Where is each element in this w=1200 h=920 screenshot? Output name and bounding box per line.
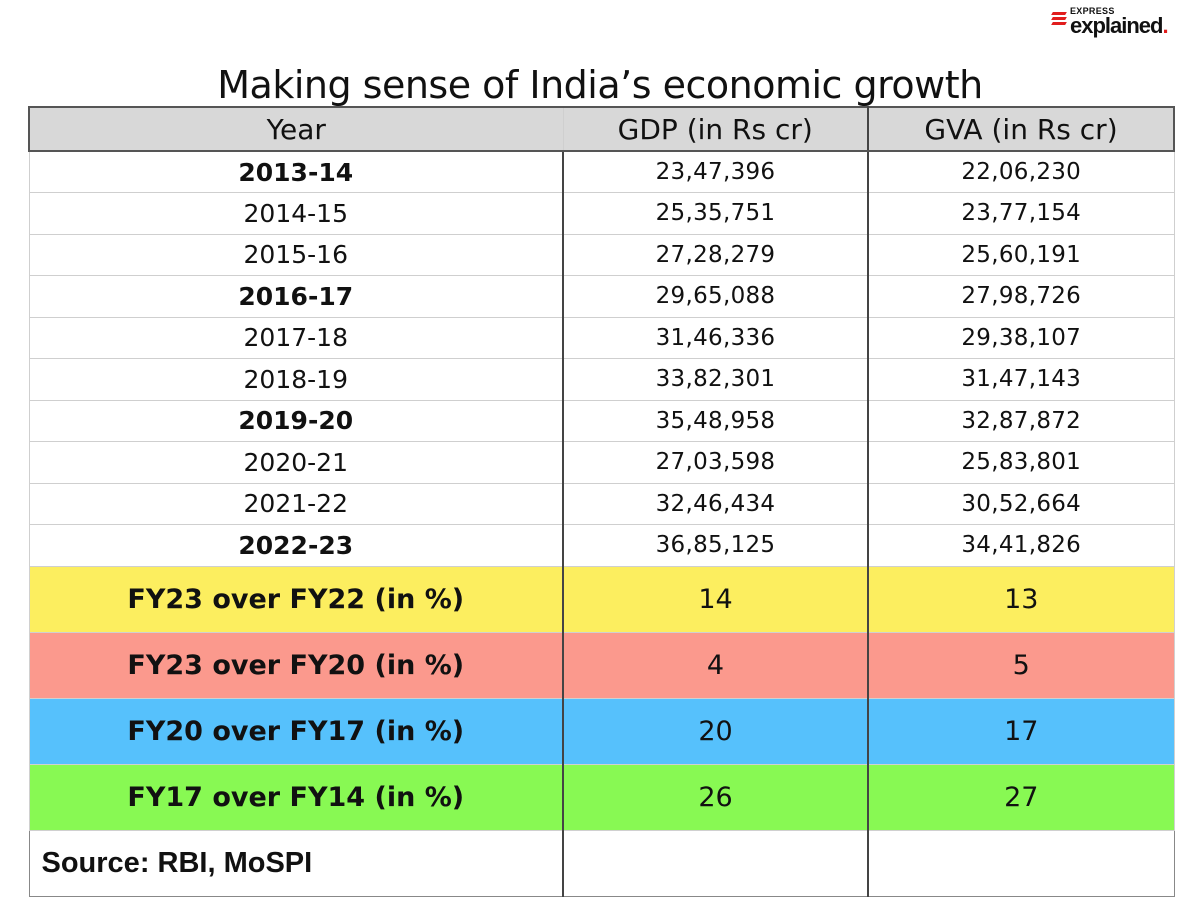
year-cell: 2021-22 bbox=[28, 482, 564, 525]
year-cell: 2019-20 bbox=[28, 399, 564, 442]
gdp-cell: 27,03,598 bbox=[562, 441, 869, 484]
year-cell: 2017-18 bbox=[28, 316, 564, 359]
table-row: 2021-22 32,46,434 30,52,664 bbox=[28, 482, 1175, 525]
express-logo-icon bbox=[1051, 12, 1067, 26]
table-row: 2014-15 25,35,751 23,77,154 bbox=[28, 192, 1175, 235]
gdp-cell: 36,85,125 bbox=[562, 524, 869, 567]
table-header-row: Year GDP (in Rs cr) GVA (in Rs cr) bbox=[28, 106, 1175, 152]
year-cell: 2016-17 bbox=[28, 275, 564, 318]
growth-row: FY23 over FY20 (in %) 4 5 bbox=[28, 631, 1175, 699]
growth-label: FY23 over FY22 (in %) bbox=[28, 565, 564, 633]
growth-label: FY23 over FY20 (in %) bbox=[28, 631, 564, 699]
growth-gdp: 4 bbox=[562, 631, 869, 699]
header-gdp: GDP (in Rs cr) bbox=[562, 106, 869, 152]
year-cell: 2014-15 bbox=[28, 192, 564, 235]
growth-row: FY20 over FY17 (in %) 20 17 bbox=[28, 697, 1175, 765]
gdp-cell: 31,46,336 bbox=[562, 316, 869, 359]
page-title: Making sense of India’s economic growth bbox=[217, 63, 983, 108]
table-row: 2017-18 31,46,336 29,38,107 bbox=[28, 316, 1175, 359]
gdp-cell: 32,46,434 bbox=[562, 482, 869, 525]
table-row: 2022-23 36,85,125 34,41,826 bbox=[28, 524, 1175, 567]
table-row: 2018-19 33,82,301 31,47,143 bbox=[28, 358, 1175, 401]
growth-label: FY17 over FY14 (in %) bbox=[28, 763, 564, 831]
empty-cell bbox=[562, 829, 869, 897]
growth-gva: 17 bbox=[867, 697, 1175, 765]
growth-table: Year GDP (in Rs cr) GVA (in Rs cr) 2013-… bbox=[28, 106, 1175, 897]
gdp-cell: 27,28,279 bbox=[562, 233, 869, 276]
empty-cell bbox=[867, 829, 1175, 897]
gva-cell: 25,60,191 bbox=[867, 233, 1175, 276]
gdp-cell: 25,35,751 bbox=[562, 192, 869, 235]
gva-cell: 25,83,801 bbox=[867, 441, 1175, 484]
table-row: 2013-14 23,47,396 22,06,230 bbox=[28, 150, 1175, 193]
growth-gva: 13 bbox=[867, 565, 1175, 633]
header-gva: GVA (in Rs cr) bbox=[867, 106, 1175, 152]
table-row: 2019-20 35,48,958 32,87,872 bbox=[28, 399, 1175, 442]
source-row: Source: RBI, MoSPI bbox=[28, 829, 1175, 897]
gdp-cell: 23,47,396 bbox=[562, 150, 869, 193]
growth-row: FY23 over FY22 (in %) 14 13 bbox=[28, 565, 1175, 633]
year-cell: 2022-23 bbox=[28, 524, 564, 567]
source-note: Source: RBI, MoSPI bbox=[28, 829, 564, 897]
growth-gva: 5 bbox=[867, 631, 1175, 699]
gva-cell: 23,77,154 bbox=[867, 192, 1175, 235]
brand-big: explained. bbox=[1070, 13, 1169, 38]
gva-cell: 34,41,826 bbox=[867, 524, 1175, 567]
growth-gva: 27 bbox=[867, 763, 1175, 831]
growth-gdp: 26 bbox=[562, 763, 869, 831]
growth-gdp: 20 bbox=[562, 697, 869, 765]
gva-cell: 32,87,872 bbox=[867, 399, 1175, 442]
gva-cell: 27,98,726 bbox=[867, 275, 1175, 318]
year-cell: 2018-19 bbox=[28, 358, 564, 401]
header-year: Year bbox=[28, 106, 564, 152]
brand-small: EXPRESS bbox=[1070, 6, 1115, 16]
year-cell: 2015-16 bbox=[28, 233, 564, 276]
table-row: 2015-16 27,28,279 25,60,191 bbox=[28, 233, 1175, 276]
gdp-cell: 29,65,088 bbox=[562, 275, 869, 318]
growth-gdp: 14 bbox=[562, 565, 869, 633]
year-cell: 2013-14 bbox=[28, 150, 564, 193]
gva-cell: 29,38,107 bbox=[867, 316, 1175, 359]
gdp-cell: 35,48,958 bbox=[562, 399, 869, 442]
growth-row: FY17 over FY14 (in %) 26 27 bbox=[28, 763, 1175, 831]
growth-label: FY20 over FY17 (in %) bbox=[28, 697, 564, 765]
gva-cell: 31,47,143 bbox=[867, 358, 1175, 401]
gdp-cell: 33,82,301 bbox=[562, 358, 869, 401]
year-cell: 2020-21 bbox=[28, 441, 564, 484]
table-row: 2020-21 27,03,598 25,83,801 bbox=[28, 441, 1175, 484]
brand-logo: EXPRESS explained. bbox=[1050, 4, 1190, 40]
table-row: 2016-17 29,65,088 27,98,726 bbox=[28, 275, 1175, 318]
gva-cell: 30,52,664 bbox=[867, 482, 1175, 525]
gva-cell: 22,06,230 bbox=[867, 150, 1175, 193]
